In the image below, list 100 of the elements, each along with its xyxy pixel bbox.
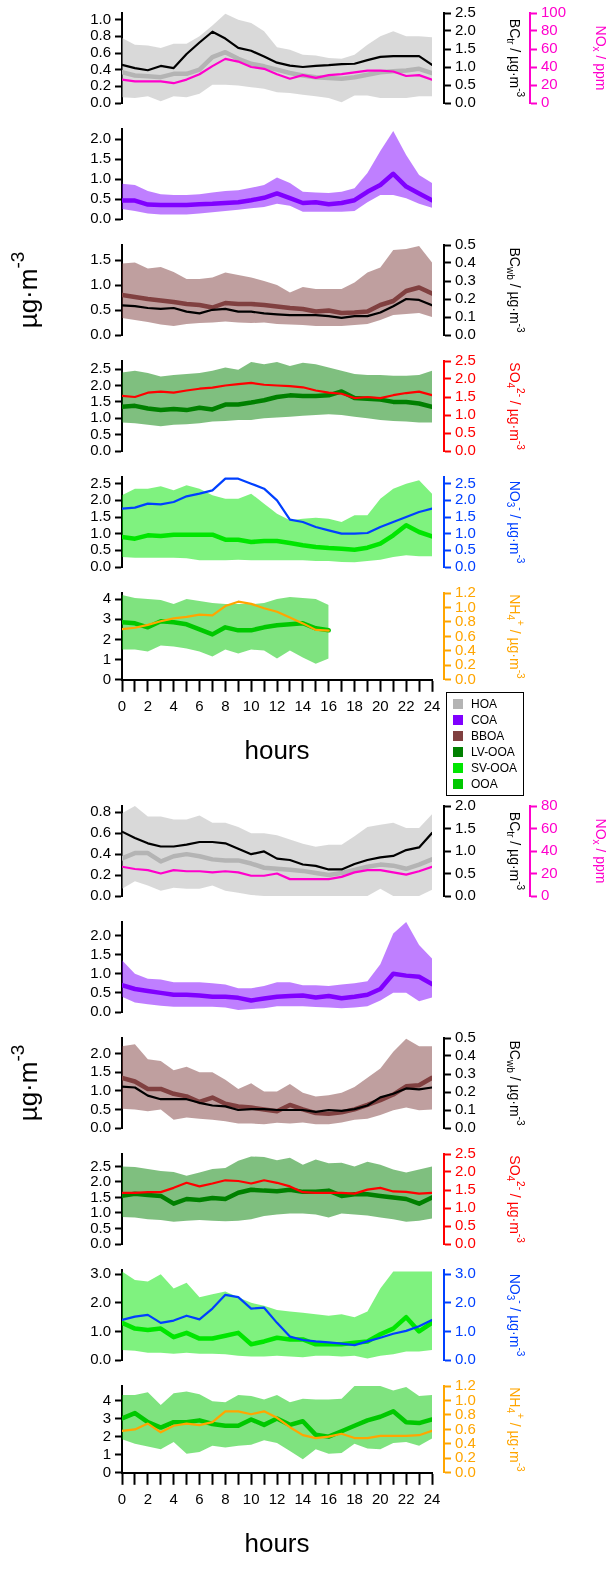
x-tick-label: 12 [268, 696, 286, 714]
y3-tick-label: 60 [541, 818, 558, 836]
x-tick-label: 20 [371, 696, 389, 714]
y2-axis-title: NO3- / µg·m-3 [504, 1273, 527, 1357]
y-tick-label: 2.0 [90, 490, 111, 508]
y3-tick-label: 80 [541, 21, 558, 39]
y3-tick-label: 0 [541, 886, 550, 904]
y2-tick-label: 2.5 [455, 473, 476, 491]
y-tick-label: 2.5 [90, 1156, 111, 1174]
x-tick-label: 0 [117, 1489, 127, 1507]
y2-axis-title: SO42- / µg·m-3 [504, 1155, 527, 1244]
y2-tick-label: 2.5 [455, 351, 476, 369]
x-tick-label: 2 [143, 696, 153, 714]
y3-tick-label: 20 [541, 75, 558, 93]
y-tick-label: 1.5 [90, 250, 111, 268]
y-tick-label: 2.5 [90, 359, 111, 377]
y2-tick-label: 0.5 [455, 235, 476, 253]
y2-tick-label: 0.4 [455, 253, 476, 271]
y2-tick-label: 2.0 [455, 369, 476, 387]
y-tick-label: 0.0 [90, 1118, 111, 1136]
y-tick-label: 2.0 [90, 925, 111, 943]
y2-tick-label: 0.0 [455, 1234, 476, 1252]
y2-tick-label: 0.0 [455, 441, 476, 459]
y2-tick-label: 1.0 [455, 841, 476, 859]
x-tick-label: 22 [397, 1489, 415, 1507]
y2-tick-label: 1.0 [455, 1198, 476, 1216]
y2-tick-label: 1.0 [455, 523, 476, 541]
y-tick-label: 0.0 [90, 1350, 111, 1368]
x-tick-label: 12 [268, 1489, 286, 1507]
y2-tick-label: 2.0 [455, 490, 476, 508]
y-tick-label: 4 [102, 589, 111, 607]
y2-axis-title: BCtr / µg·m-3 [504, 18, 527, 98]
x-tick-label: 24 [423, 1489, 441, 1507]
y-tick-label: 1.0 [90, 1080, 111, 1098]
y-tick-label: 2.0 [90, 129, 111, 147]
x-tick-label: 10 [242, 1489, 260, 1507]
y-tick-label: 3.0 [90, 1264, 111, 1282]
y-tick-label: 0.0 [90, 1234, 111, 1252]
y2-tick-label: 0.5 [455, 423, 476, 441]
y-tick-label: 2.5 [90, 473, 111, 491]
y-tick-label: 0.0 [90, 886, 111, 904]
y2-tick-label: 0.5 [455, 1028, 476, 1046]
x-tick-label: 14 [294, 1489, 312, 1507]
y-tick-label: 3 [102, 1408, 111, 1426]
y-tick-label: 0.0 [90, 1002, 111, 1020]
y-tick-label: 0.2 [90, 865, 111, 883]
y-tick-label: 0.0 [90, 557, 111, 575]
y2-tick-label: 0.5 [455, 540, 476, 558]
y2-tick-label: 0.0 [455, 1350, 476, 1368]
y2-tick-label: 0.0 [455, 886, 476, 904]
y-tick-label: 0.8 [90, 26, 111, 44]
y-tick-label: 2 [102, 629, 111, 647]
y3-axis-title: NOx / ppm [590, 818, 606, 884]
y-tick-label: 1.5 [90, 507, 111, 525]
x-tick-label: 4 [169, 1489, 178, 1507]
y2-tick-label: 0.2 [455, 1082, 476, 1100]
text: COA [471, 713, 498, 727]
y2-axis-title: BCwb / µg·m-3 [504, 247, 527, 333]
y-tick-label: 0.0 [90, 325, 111, 343]
y-tick-label: 1.0 [90, 169, 111, 187]
x-tick-label: 16 [320, 696, 338, 714]
y3-tick-label: 60 [541, 39, 558, 57]
y2-axis-title: NH4+ / µg·m-3 [504, 1387, 527, 1473]
x-tick-label: 2 [143, 1489, 153, 1507]
x-tick-label: 24 [423, 696, 441, 714]
y2-tick-label: 0.1 [455, 1100, 476, 1118]
y2-axis-title: BCtr / µg·m-3 [504, 811, 527, 891]
x-tick-label: 8 [221, 696, 230, 714]
x-axis-title: hours [244, 734, 310, 765]
y-tick-label: 1.5 [90, 1062, 111, 1080]
y-tick-label: 0 [102, 1462, 111, 1480]
y-tick-label: 4 [102, 1390, 111, 1408]
y-tick-label: 1.0 [90, 963, 111, 981]
y-tick-label: 0.5 [90, 1218, 111, 1236]
y-tick-label: 3 [102, 609, 111, 627]
y-tick-label: 2.0 [90, 1293, 111, 1310]
y-tick-label: 1.5 [90, 1187, 111, 1205]
y2-tick-label: 2.0 [455, 796, 476, 814]
y-tick-label: 0.5 [90, 540, 111, 558]
y2-tick-label: 2.0 [455, 1162, 476, 1180]
y-axis-title: µg·m-3 [7, 251, 44, 329]
x-tick-label: 18 [346, 1489, 363, 1507]
y-tick-label: 1.5 [90, 149, 111, 167]
y3-tick-label: 40 [541, 841, 558, 859]
y2-tick-label: 2.0 [455, 21, 476, 39]
y2-tick-label: 1.5 [455, 818, 476, 836]
y-tick-label: 0.5 [90, 982, 111, 1000]
y-tick-label: 1.0 [90, 9, 111, 27]
y-tick-label: 0.5 [90, 189, 111, 207]
y2-tick-label: 0.5 [455, 1216, 476, 1234]
y2-tick-label: 0.0 [455, 93, 476, 111]
y3-axis-title: NOx / ppm [590, 25, 606, 91]
y-tick-label: 0.6 [90, 43, 111, 61]
y2-axis-title: NH4+ / µg·m-3 [504, 594, 527, 680]
x-tick-label: 4 [169, 696, 178, 714]
text: HOA [471, 697, 498, 711]
y-tick-label: 1.0 [90, 275, 111, 293]
y-tick-label: 1.0 [90, 408, 111, 426]
y2-tick-label: 0.5 [455, 863, 476, 881]
y3-tick-label: 100 [541, 3, 567, 21]
